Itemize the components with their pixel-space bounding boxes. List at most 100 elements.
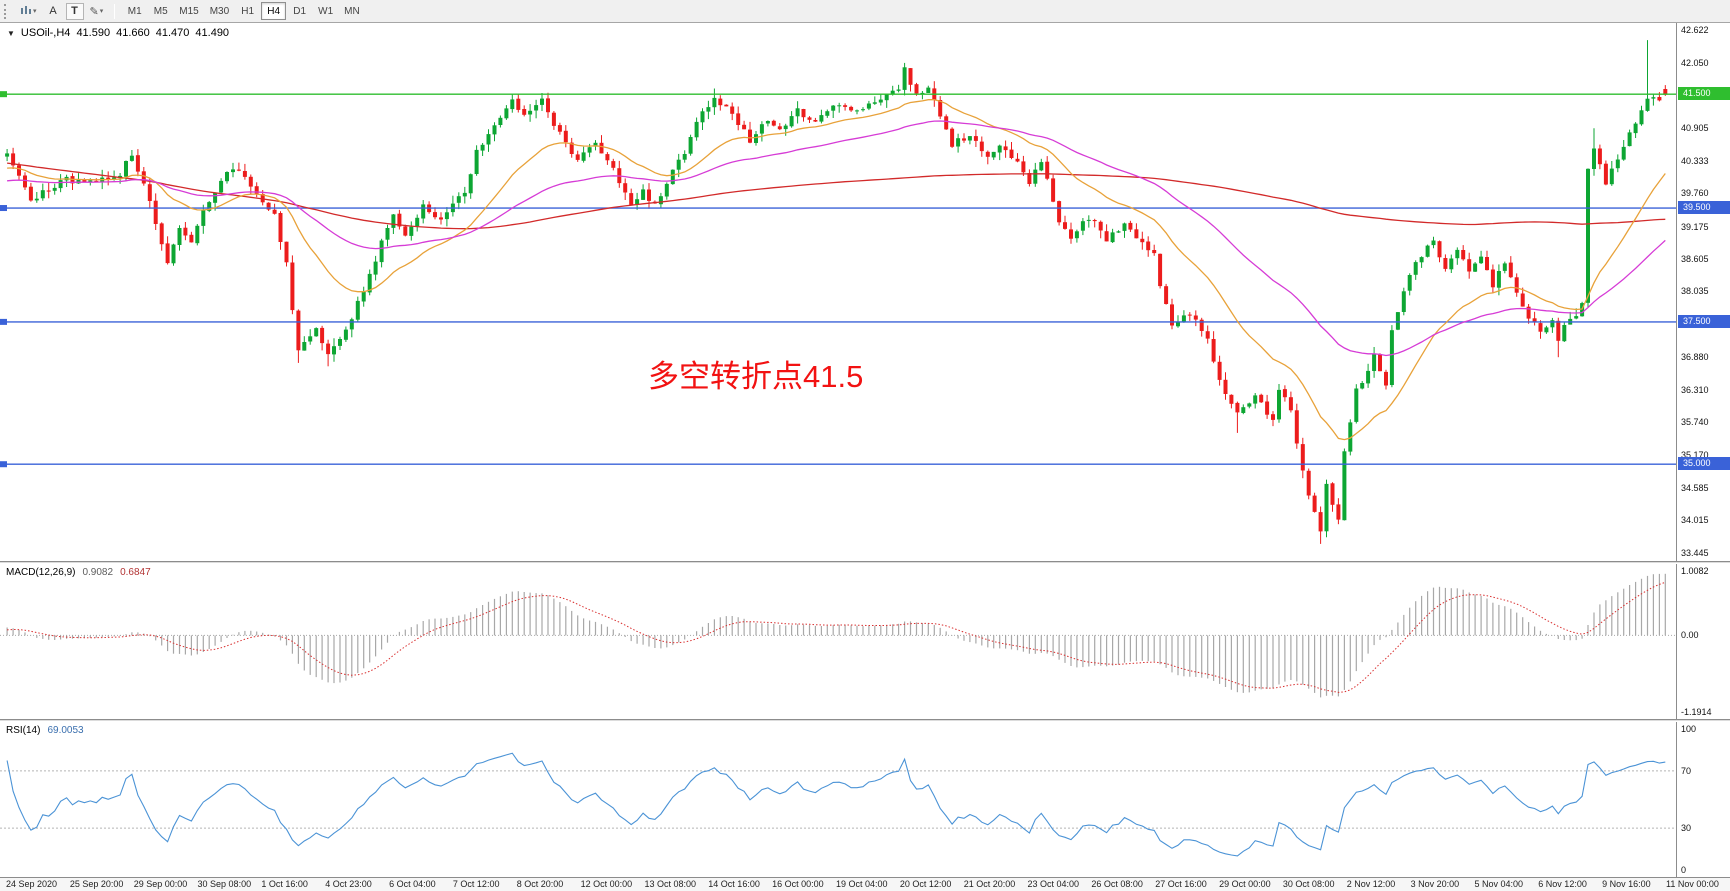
price-tick: 36.310 — [1681, 384, 1709, 395]
time-label: 5 Nov 04:00 — [1474, 879, 1523, 889]
time-label: 1 Oct 16:00 — [261, 879, 308, 889]
macd-axis[interactable]: 1.0082 0.00 -1.1914 — [1676, 564, 1730, 719]
price-badge: 39.500 — [1678, 201, 1730, 215]
time-label: 25 Sep 20:00 — [69, 879, 124, 889]
toolbar: ▾ A T ✎ ▾ M1 M5 M15 M30 H1 H4 D1 W1 MN — [0, 0, 1730, 23]
time-label: 26 Oct 08:00 — [1091, 879, 1143, 889]
timeframe-button-H4[interactable]: H4 — [261, 2, 287, 20]
timeframe-button-W1[interactable]: W1 — [313, 2, 338, 20]
price-tick: 34.585 — [1681, 482, 1709, 493]
rsi-axis-30: 30 — [1681, 823, 1692, 834]
price-badge: 41.500 — [1678, 87, 1730, 101]
time-label: 11 Nov 00:00 — [1666, 879, 1719, 889]
time-label: 16 Oct 00:00 — [772, 879, 824, 889]
bar-chart-icon — [20, 4, 32, 19]
rsi-canvas[interactable] — [0, 722, 1676, 877]
chevron-down-icon: ▾ — [33, 8, 37, 15]
time-label: 14 Oct 16:00 — [708, 879, 760, 889]
ohlc-open: 41.590 — [76, 27, 111, 39]
price-tick: 33.445 — [1681, 547, 1709, 558]
time-label: 29 Oct 00:00 — [1219, 879, 1271, 889]
price-tick: 34.015 — [1681, 515, 1709, 526]
rsi-panel: RSI(14) 69.0053 100 70 30 0 — [0, 722, 1730, 877]
time-label: 3 Nov 20:00 — [1410, 879, 1460, 889]
macd-axis-max: 1.0082 — [1681, 566, 1709, 576]
price-tick: 38.035 — [1681, 286, 1709, 297]
time-label: 27 Oct 16:00 — [1155, 879, 1207, 889]
time-label: 2 Nov 12:00 — [1346, 879, 1396, 889]
cursor-tool-button[interactable]: A — [43, 2, 64, 21]
chevron-down-icon: ▾ — [99, 8, 104, 15]
panel-splitter[interactable] — [0, 561, 1730, 564]
price-tick: 38.605 — [1681, 253, 1709, 264]
price-badge: 37.500 — [1678, 314, 1730, 328]
macd-signal-value: 0.6847 — [120, 567, 151, 578]
chart-annotation-text[interactable]: 多空转折点41.5 — [648, 359, 864, 394]
macd-canvas[interactable] — [0, 564, 1676, 719]
time-label: 7 Oct 12:00 — [452, 879, 500, 889]
panel-splitter[interactable] — [0, 719, 1730, 722]
symbol-timeframe-label: USOil-,H4 — [20, 27, 71, 39]
macd-main-value: 0.9082 — [82, 567, 114, 578]
price-tick: 40.333 — [1681, 155, 1709, 166]
window-menu-icon[interactable]: ▼ — [7, 28, 15, 38]
rsi-value: 69.0053 — [47, 725, 84, 736]
drawing-tools-button[interactable]: ✎ ▾ — [86, 2, 108, 21]
time-label: 8 Oct 20:00 — [516, 879, 564, 889]
main-chart-canvas[interactable] — [0, 23, 1676, 561]
time-label: 6 Nov 12:00 — [1538, 879, 1587, 889]
macd-panel: MACD(12,26,9) 0.9082 0.6847 1.0082 0.00 -1… — [0, 564, 1730, 719]
time-label: 21 Oct 20:00 — [963, 879, 1016, 889]
timeframe-button-M30[interactable]: M30 — [205, 2, 234, 20]
macd-label: MACD(12,26,9) 0.9082 0.6847 — [6, 567, 151, 578]
time-label: 4 Oct 23:00 — [325, 879, 372, 889]
timeframe-button-M15[interactable]: M15 — [174, 2, 203, 20]
new-chart-button[interactable]: ▾ — [16, 2, 41, 21]
rsi-axis-70: 70 — [1681, 765, 1692, 776]
toolbar-grip[interactable] — [4, 3, 10, 19]
timeframe-button-M1[interactable]: M1 — [122, 2, 147, 20]
time-label: 23 Oct 04:00 — [1027, 879, 1080, 889]
toolbar-separator — [114, 3, 116, 19]
ohlc-high: 41.660 — [116, 27, 150, 39]
price-axis[interactable]: 42.622 42.050 40.905 40.333 39.760 39.175 38.6… — [1676, 23, 1730, 561]
price-tick: 42.622 — [1681, 25, 1709, 36]
rsi-axis-0: 0 — [1681, 865, 1687, 875]
rsi-axis[interactable]: 100 70 30 0 — [1676, 722, 1730, 877]
pencil-icon: ✎ — [89, 5, 99, 18]
time-axis[interactable]: 24 Sep 2020 25 Sep 20:00 29 Sep 00:00 30 Se… — [0, 877, 1730, 891]
timeframe-button-M5[interactable]: M5 — [148, 2, 173, 20]
ohlc-low: 41.470 — [155, 27, 190, 39]
rsi-axis-100: 100 — [1681, 724, 1697, 734]
price-tick: 35.740 — [1681, 417, 1709, 428]
timeframe-button-MN[interactable]: MN — [339, 2, 365, 20]
time-label: 6 Oct 04:00 — [389, 879, 436, 889]
time-label: 19 Oct 04:00 — [836, 879, 888, 889]
macd-axis-zero: 0.00 — [1681, 630, 1699, 641]
timeframe-group: M1 M5 M15 M30 H1 H4 D1 W1 MN — [122, 2, 364, 20]
symbol-ohlc-label: ▼ USOil-,H4 41.590 41.660 41.470 41.490 — [7, 27, 229, 39]
time-label: 20 Oct 12:00 — [899, 879, 952, 889]
price-tick: 39.175 — [1681, 221, 1709, 232]
chart-area: ▼ USOil-,H4 41.590 41.660 41.470 41.490 … — [0, 23, 1730, 891]
price-tick: 39.760 — [1681, 188, 1709, 199]
price-tick: 35.170 — [1681, 449, 1709, 460]
text-tool-button[interactable]: T — [65, 2, 84, 20]
price-tick: 40.905 — [1681, 123, 1709, 134]
time-label: 12 Oct 00:00 — [580, 879, 633, 889]
timeframe-button-D1[interactable]: D1 — [287, 2, 312, 20]
time-label: 24 Sep 2020 — [6, 879, 58, 889]
price-tick: 42.050 — [1681, 57, 1709, 68]
ohlc-close: 41.490 — [195, 27, 230, 39]
price-tick: 36.880 — [1681, 352, 1709, 363]
price-badge: 35.000 — [1678, 457, 1730, 471]
macd-name: MACD(12,26,9) — [6, 567, 76, 578]
time-label: 30 Sep 08:00 — [197, 879, 252, 889]
rsi-label: RSI(14) 69.0053 — [6, 725, 84, 736]
time-label: 9 Nov 16:00 — [1602, 879, 1651, 889]
timeframe-button-H1[interactable]: H1 — [235, 2, 260, 20]
macd-axis-min: -1.1914 — [1681, 707, 1712, 717]
main-chart-panel: ▼ USOil-,H4 41.590 41.660 41.470 41.490 … — [0, 23, 1730, 561]
rsi-name: RSI(14) — [6, 725, 41, 736]
